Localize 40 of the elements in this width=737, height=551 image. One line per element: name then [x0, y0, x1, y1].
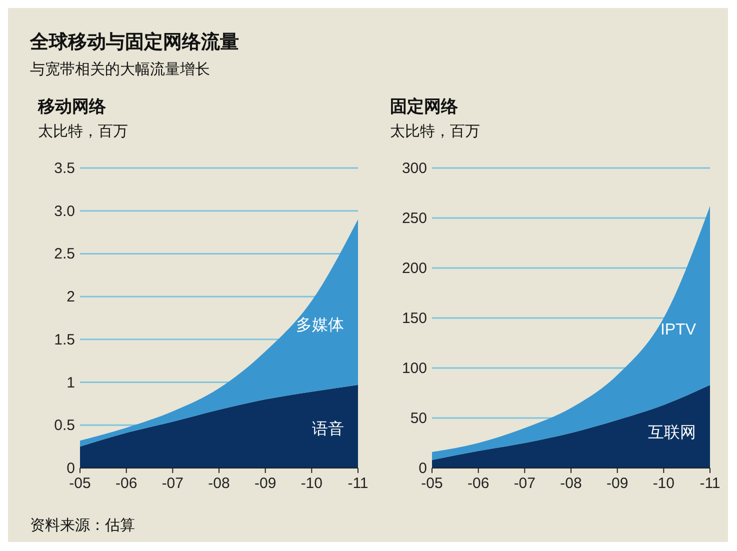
y-tick-label: 0 — [66, 460, 75, 477]
x-tick-label: -11 — [700, 475, 720, 492]
x-tick-label: -08 — [208, 475, 230, 492]
chart-title: 固定网络 — [390, 97, 459, 116]
x-tick-label: -06 — [115, 475, 138, 492]
y-tick-label: 2 — [66, 288, 75, 306]
x-tick-label: -07 — [162, 475, 184, 492]
y-tick-label: 250 — [402, 210, 427, 227]
x-tick-label: -10 — [300, 475, 323, 492]
text: 全球移动与固定网络流量 — [29, 31, 239, 53]
y-tick-label: 0.5 — [54, 417, 75, 434]
y-tick-label: 3.0 — [54, 202, 75, 220]
y-tick-label: 300 — [402, 160, 427, 177]
y-tick-label: 3.5 — [54, 160, 75, 177]
y-tick-label: 1 — [66, 374, 75, 392]
y-tick-label: 2.5 — [54, 246, 75, 263]
x-tick-label: -09 — [606, 475, 628, 492]
x-tick-label: -10 — [652, 475, 675, 492]
x-tick-label: -09 — [254, 475, 276, 492]
chart-title: 移动网络 — [37, 97, 107, 116]
x-tick-label: -08 — [560, 475, 582, 492]
x-tick-label: -06 — [467, 475, 490, 492]
x-tick-label: -05 — [69, 475, 91, 492]
y-tick-label: 1.5 — [54, 331, 75, 348]
x-tick-label: -05 — [421, 475, 443, 492]
y-axis-title: 太比特，百万 — [390, 123, 480, 140]
text: 资料来源：估算 — [30, 517, 135, 534]
x-tick-label: -11 — [348, 475, 368, 492]
x-tick-label: -07 — [514, 475, 536, 492]
series-label: 多媒体 — [296, 316, 344, 334]
series-label: IPTV — [660, 322, 696, 338]
y-tick-label: 100 — [402, 360, 427, 377]
y-axis-title: 太比特，百万 — [38, 123, 128, 140]
y-tick-label: 50 — [410, 410, 427, 427]
series-label: 互联网 — [648, 424, 696, 442]
y-tick-label: 150 — [402, 310, 427, 327]
series-label: 语音 — [312, 420, 344, 438]
text: 与宽带相关的大幅流量增长 — [30, 61, 210, 78]
y-tick-label: 200 — [402, 260, 427, 277]
y-tick-label: 0 — [418, 460, 427, 477]
